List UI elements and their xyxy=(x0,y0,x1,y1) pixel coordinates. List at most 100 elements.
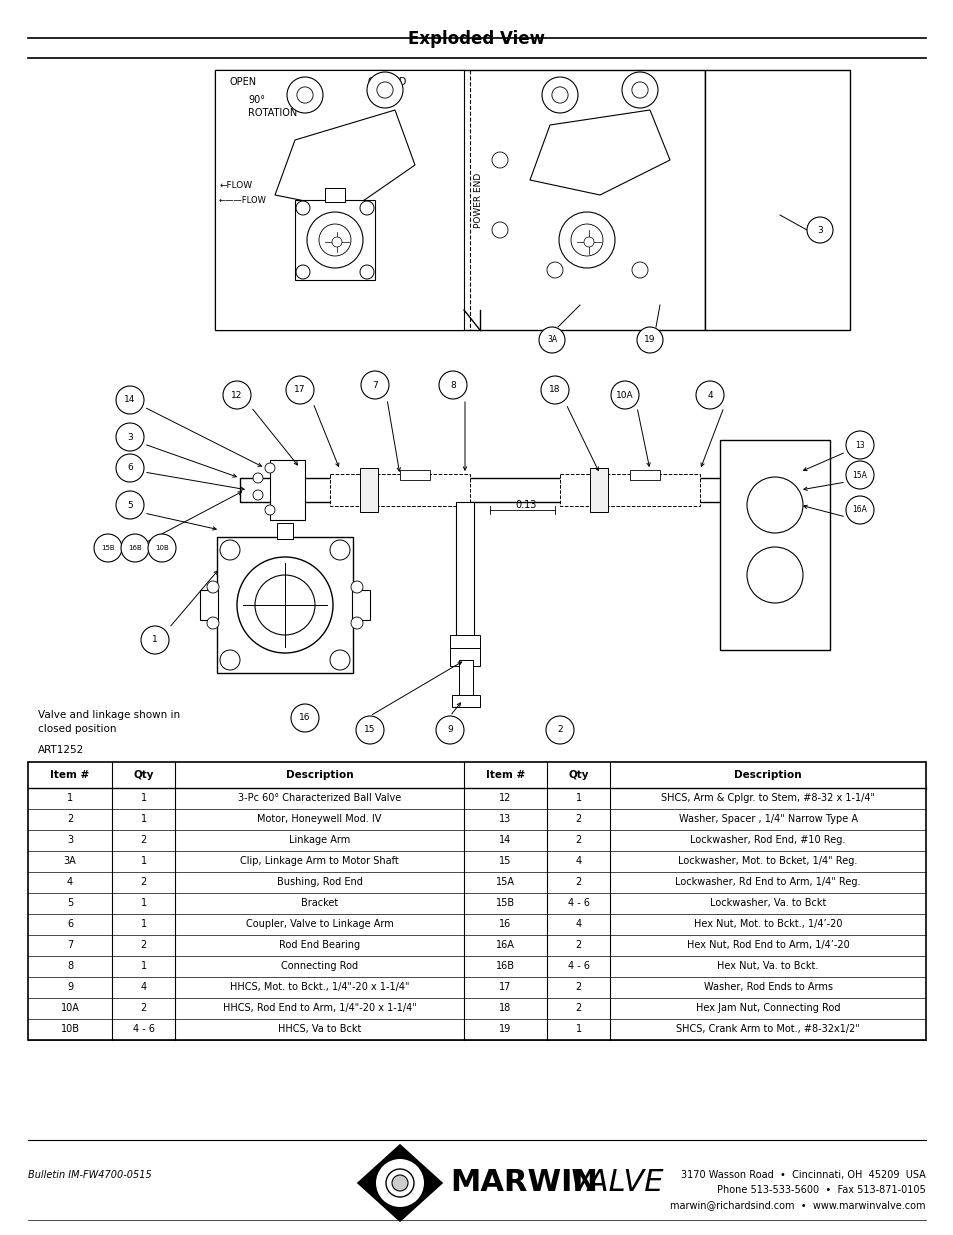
Circle shape xyxy=(845,461,873,489)
Circle shape xyxy=(265,463,274,473)
Text: 2: 2 xyxy=(575,941,581,951)
Text: 6: 6 xyxy=(67,920,73,930)
Text: 1: 1 xyxy=(140,899,147,909)
Text: 15B: 15B xyxy=(101,545,114,551)
Circle shape xyxy=(265,505,274,515)
Circle shape xyxy=(330,540,350,559)
Text: 1: 1 xyxy=(140,857,147,867)
Circle shape xyxy=(438,370,467,399)
Circle shape xyxy=(236,557,333,653)
Bar xyxy=(452,695,479,706)
Text: 3: 3 xyxy=(817,226,822,235)
Text: 1: 1 xyxy=(67,794,73,804)
Text: 2: 2 xyxy=(140,878,147,888)
Text: 16B: 16B xyxy=(128,545,142,551)
Bar xyxy=(629,471,659,480)
Text: ←FLOW: ←FLOW xyxy=(220,180,253,189)
Text: 4 - 6: 4 - 6 xyxy=(132,1025,154,1035)
Circle shape xyxy=(392,1174,408,1191)
Text: Hex Nut, Mot. to Bckt., 1/4’-20: Hex Nut, Mot. to Bckt., 1/4’-20 xyxy=(693,920,841,930)
Text: 3: 3 xyxy=(127,432,132,441)
Text: 0.13: 0.13 xyxy=(515,500,536,510)
Text: 4: 4 xyxy=(140,983,147,993)
Text: Washer, Spacer , 1/4" Narrow Type A: Washer, Spacer , 1/4" Narrow Type A xyxy=(678,815,857,825)
Text: 4: 4 xyxy=(575,920,581,930)
Text: 4 - 6: 4 - 6 xyxy=(567,962,589,972)
Text: 12: 12 xyxy=(498,794,511,804)
Circle shape xyxy=(220,650,240,671)
Text: 2: 2 xyxy=(575,1004,581,1014)
Bar xyxy=(450,635,479,653)
Text: 6: 6 xyxy=(127,463,132,473)
Circle shape xyxy=(631,262,647,278)
Text: 9: 9 xyxy=(67,983,73,993)
Text: Qty: Qty xyxy=(133,769,153,781)
Circle shape xyxy=(148,534,175,562)
Circle shape xyxy=(845,431,873,459)
Text: 8: 8 xyxy=(450,380,456,389)
Circle shape xyxy=(583,237,594,247)
Bar xyxy=(704,70,849,330)
Text: 18: 18 xyxy=(499,1004,511,1014)
Text: 19: 19 xyxy=(643,336,655,345)
Text: SHCS, Arm & Cplgr. to Stem, #8-32 x 1-1/4": SHCS, Arm & Cplgr. to Stem, #8-32 x 1-1/… xyxy=(660,794,874,804)
Text: 8: 8 xyxy=(67,962,73,972)
Text: 16A: 16A xyxy=(852,505,866,515)
Circle shape xyxy=(207,580,219,593)
Text: 3A: 3A xyxy=(546,336,557,345)
Text: 2: 2 xyxy=(575,878,581,888)
Text: 15A: 15A xyxy=(852,471,866,479)
Text: 10B: 10B xyxy=(60,1025,79,1035)
Text: 4 - 6: 4 - 6 xyxy=(567,899,589,909)
Circle shape xyxy=(116,454,144,482)
Text: 14: 14 xyxy=(124,395,135,405)
Text: Hex Nut, Va. to Bckt.: Hex Nut, Va. to Bckt. xyxy=(717,962,818,972)
Text: Bracket: Bracket xyxy=(300,899,337,909)
Text: HHCS, Rod End to Arm, 1/4"-20 x 1-1/4": HHCS, Rod End to Arm, 1/4"-20 x 1-1/4" xyxy=(222,1004,416,1014)
Circle shape xyxy=(436,716,463,743)
Text: 18: 18 xyxy=(549,385,560,394)
Text: 1: 1 xyxy=(140,815,147,825)
Circle shape xyxy=(253,473,263,483)
Circle shape xyxy=(845,496,873,524)
Bar xyxy=(399,471,430,480)
Text: 9: 9 xyxy=(447,725,453,735)
Circle shape xyxy=(631,82,647,98)
Text: Hex Jam Nut, Connecting Rod: Hex Jam Nut, Connecting Rod xyxy=(695,1004,840,1014)
Circle shape xyxy=(359,201,374,215)
Circle shape xyxy=(253,490,263,500)
Circle shape xyxy=(121,534,149,562)
Text: Lockwasher, Rod End, #10 Reg.: Lockwasher, Rod End, #10 Reg. xyxy=(690,836,845,846)
Text: 90°: 90° xyxy=(248,95,265,105)
Text: 15B: 15B xyxy=(496,899,515,909)
Circle shape xyxy=(806,217,832,243)
Text: 13: 13 xyxy=(854,441,864,450)
Circle shape xyxy=(538,327,564,353)
Text: Description: Description xyxy=(285,769,353,781)
Circle shape xyxy=(571,224,602,256)
Bar xyxy=(28,762,925,1040)
Text: 2: 2 xyxy=(67,815,73,825)
Circle shape xyxy=(355,716,384,743)
Text: Exploded View: Exploded View xyxy=(408,30,545,48)
Text: 13: 13 xyxy=(499,815,511,825)
Bar xyxy=(456,501,474,642)
Bar xyxy=(200,590,218,620)
Text: Item #: Item # xyxy=(485,769,524,781)
Bar xyxy=(276,522,293,538)
Text: 1: 1 xyxy=(140,920,147,930)
Text: 16: 16 xyxy=(299,714,311,722)
Text: 4: 4 xyxy=(706,390,712,399)
Text: MARWIN: MARWIN xyxy=(450,1168,598,1198)
Circle shape xyxy=(295,266,310,279)
Circle shape xyxy=(492,152,507,168)
Circle shape xyxy=(541,77,578,112)
Bar xyxy=(294,200,375,280)
Circle shape xyxy=(558,212,615,268)
Circle shape xyxy=(351,580,363,593)
Circle shape xyxy=(492,222,507,238)
Text: Bushing, Rod End: Bushing, Rod End xyxy=(276,878,362,888)
Text: 12: 12 xyxy=(231,390,242,399)
Circle shape xyxy=(291,704,318,732)
Text: 3: 3 xyxy=(67,836,73,846)
